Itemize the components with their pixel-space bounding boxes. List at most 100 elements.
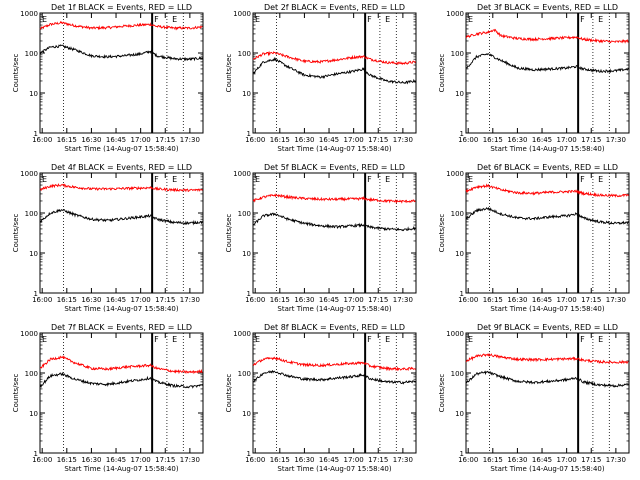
- x-tick-label: 16:15: [483, 456, 503, 464]
- segment-letter: F: [367, 335, 372, 344]
- x-tick-label: 17:15: [155, 456, 175, 464]
- y-tick-label: 100: [451, 370, 464, 378]
- x-axis-label: Start Time (14-Aug-07 15:58:40): [64, 305, 178, 313]
- y-tick-label: 1000: [446, 330, 464, 338]
- x-tick-label: 16:45: [532, 136, 552, 144]
- x-axis-label: Start Time (14-Aug-07 15:58:40): [64, 145, 178, 153]
- x-tick-label: 16:45: [106, 456, 126, 464]
- x-tick-label: 17:15: [581, 136, 601, 144]
- x-axis-label: Start Time (14-Aug-07 15:58:40): [64, 465, 178, 473]
- events-series-line: [252, 56, 416, 85]
- events-series-line: [465, 53, 629, 74]
- segment-letter: E: [42, 335, 47, 344]
- events-series-line: [465, 206, 629, 225]
- x-tick-label: 17:00: [557, 296, 577, 304]
- segment-letter: F: [154, 15, 159, 24]
- x-tick-label: 16:00: [458, 296, 478, 304]
- plot-frame: [39, 172, 204, 294]
- x-tick-label: 17:00: [131, 456, 151, 464]
- plot-frame: [39, 12, 204, 134]
- y-tick-label: 100: [451, 210, 464, 218]
- y-tick-label: 10: [29, 250, 38, 258]
- segment-letter: F: [367, 175, 372, 184]
- y-axis-label: Counts/sec: [12, 214, 20, 253]
- x-tick-label: 16:30: [507, 456, 527, 464]
- x-tick-label: 17:00: [557, 136, 577, 144]
- panel-title: Det 5f BLACK = Events, RED = LLD: [264, 163, 405, 172]
- y-tick-label: 100: [238, 210, 251, 218]
- x-tick-label: 16:45: [106, 296, 126, 304]
- detector-panel-2: Det 2f BLACK = Events, RED = LLD 1 10 100 10…: [225, 3, 417, 153]
- lld-series-line: [39, 183, 203, 193]
- y-tick-label: 1: [247, 130, 251, 138]
- segment-letter: E: [598, 175, 603, 184]
- y-axis-label: Counts/sec: [225, 54, 233, 93]
- y-axis-label: Counts/sec: [438, 374, 446, 413]
- x-tick-label: 16:30: [507, 136, 527, 144]
- lld-series-line: [39, 355, 203, 375]
- y-tick-label: 10: [455, 250, 464, 258]
- x-axis-label: Start Time (14-Aug-07 15:58:40): [490, 305, 604, 313]
- segment-letter: E: [385, 175, 390, 184]
- y-axis-label: Counts/sec: [225, 374, 233, 413]
- x-tick-label: 17:30: [180, 296, 200, 304]
- detector-panel-6: Det 6f BLACK = Events, RED = LLD 1 10 100 10…: [438, 163, 630, 313]
- y-tick-label: 1000: [233, 170, 251, 178]
- y-axis-label: Counts/sec: [12, 54, 20, 93]
- x-tick-label: 17:15: [155, 136, 175, 144]
- segment-letter: E: [598, 335, 603, 344]
- events-series-line: [252, 212, 416, 232]
- segment-letter: E: [255, 15, 260, 24]
- x-tick-label: 17:15: [368, 136, 388, 144]
- x-tick-label: 17:30: [180, 136, 200, 144]
- x-tick-label: 16:15: [57, 456, 77, 464]
- x-tick-label: 17:15: [155, 296, 175, 304]
- segment-letter: F: [580, 335, 585, 344]
- y-tick-label: 100: [238, 370, 251, 378]
- segment-letter: F: [580, 15, 585, 24]
- x-tick-label: 16:30: [507, 296, 527, 304]
- x-tick-label: 17:00: [344, 296, 364, 304]
- y-axis-label: Counts/sec: [438, 54, 446, 93]
- x-axis-label: Start Time (14-Aug-07 15:58:40): [490, 145, 604, 153]
- x-tick-label: 16:00: [458, 456, 478, 464]
- detector-panel-9: Det 9f BLACK = Events, RED = LLD 1 10 100 10…: [438, 323, 630, 473]
- lld-series-line: [465, 183, 629, 198]
- x-tick-label: 17:30: [606, 456, 626, 464]
- segment-letter: E: [172, 175, 177, 184]
- y-tick-label: 1000: [20, 170, 38, 178]
- x-tick-label: 16:45: [319, 456, 339, 464]
- x-tick-label: 16:00: [245, 456, 265, 464]
- plot-frame: [465, 172, 630, 294]
- panel-title: Det 7f BLACK = Events, RED = LLD: [51, 323, 192, 332]
- x-tick-label: 16:00: [245, 136, 265, 144]
- plot-frame: [465, 332, 630, 454]
- x-tick-label: 17:15: [368, 456, 388, 464]
- plot-frame: [39, 332, 204, 454]
- segment-letter: E: [468, 175, 473, 184]
- x-axis-label: Start Time (14-Aug-07 15:58:40): [277, 465, 391, 473]
- x-tick-label: 16:30: [294, 456, 314, 464]
- lld-series-line: [252, 356, 416, 372]
- y-tick-label: 100: [25, 50, 38, 58]
- segment-letter: F: [367, 15, 372, 24]
- y-tick-label: 100: [25, 210, 38, 218]
- events-series-line: [39, 44, 203, 62]
- x-tick-label: 17:30: [393, 136, 413, 144]
- y-tick-label: 1: [34, 450, 38, 458]
- x-tick-label: 16:45: [319, 296, 339, 304]
- x-tick-label: 16:45: [106, 136, 126, 144]
- x-tick-label: 17:00: [557, 456, 577, 464]
- segment-letter: E: [468, 335, 473, 344]
- y-tick-label: 100: [25, 370, 38, 378]
- segment-letter: E: [468, 15, 473, 24]
- segment-letter: F: [154, 335, 159, 344]
- panel-title: Det 4f BLACK = Events, RED = LLD: [51, 163, 192, 172]
- y-tick-label: 1000: [233, 10, 251, 18]
- y-tick-label: 1000: [446, 10, 464, 18]
- x-tick-label: 16:15: [270, 136, 290, 144]
- x-tick-label: 16:00: [458, 136, 478, 144]
- x-tick-label: 16:15: [57, 296, 77, 304]
- detector-panel-5: Det 5f BLACK = Events, RED = LLD 1 10 100 10…: [225, 163, 417, 313]
